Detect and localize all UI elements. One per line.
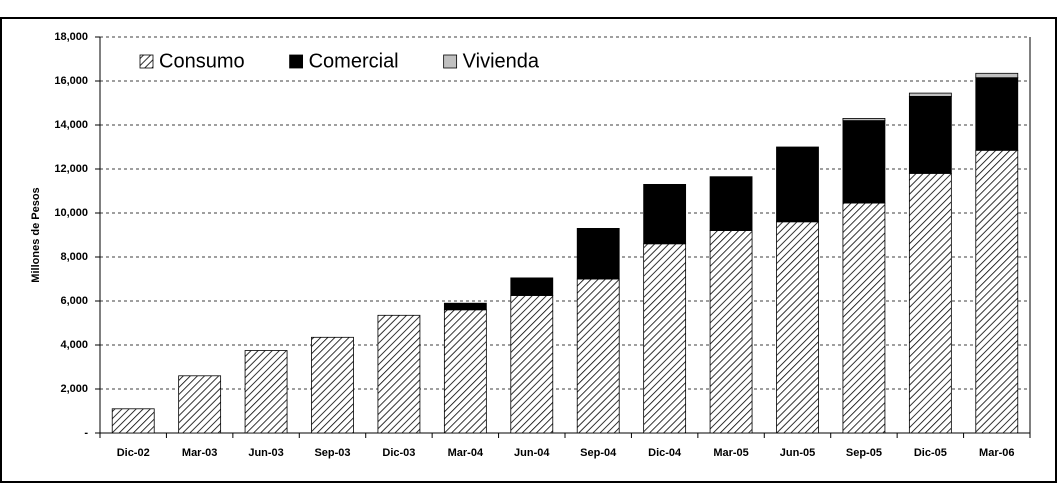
x-tick-label: Mar-06 <box>979 447 1014 459</box>
bar-segment <box>576 227 620 280</box>
x-tick-label: Sep-05 <box>846 447 882 459</box>
bar-segment <box>643 243 687 434</box>
x-tick-label: Sep-04 <box>580 447 617 459</box>
bar-segment <box>776 146 819 223</box>
x-tick-label: Dic-02 <box>117 447 150 459</box>
bar-segment <box>709 230 753 434</box>
bar-segment <box>443 309 487 434</box>
bar-segment <box>576 278 620 434</box>
bar-segment <box>908 92 952 97</box>
x-tick-label: Dic-03 <box>382 447 415 459</box>
bar-segment <box>377 314 421 434</box>
bar-segment <box>842 120 886 204</box>
y-tick-label: 8,000 <box>60 251 88 263</box>
bar-segment <box>111 408 155 434</box>
y-axis-label: Millones de Pesos <box>30 187 42 282</box>
bar-segment <box>510 277 554 296</box>
bar-segment <box>908 96 952 174</box>
legend-label: Vivienda <box>463 50 540 72</box>
x-tick-label: Dic-05 <box>914 447 947 459</box>
bar-segment <box>908 172 952 434</box>
x-tick-label: Dic-04 <box>648 447 682 459</box>
legend-label: Comercial <box>309 50 399 72</box>
x-tick-label: Jun-04 <box>514 447 550 459</box>
frame <box>0 17 1057 483</box>
bar-segment <box>443 302 487 311</box>
y-tick-label: 16,000 <box>54 75 88 87</box>
bar-segment <box>842 118 886 122</box>
x-tick-label: Mar-03 <box>182 447 217 459</box>
legend-label: Consumo <box>159 50 245 72</box>
y-tick-label: - <box>84 427 88 439</box>
y-tick-label: 12,000 <box>54 163 88 175</box>
legend-swatch <box>443 54 458 69</box>
bar-segment <box>842 202 886 434</box>
y-tick-label: 18,000 <box>54 31 88 43</box>
x-tick-label: Jun-03 <box>248 447 283 459</box>
x-tick-label: Mar-05 <box>713 447 748 459</box>
bar-segment <box>975 72 1019 79</box>
x-tick-label: Mar-04 <box>448 447 484 459</box>
bar-segment <box>643 183 687 245</box>
bar-segment <box>776 221 819 434</box>
bar-segment <box>244 350 288 434</box>
legend-swatch <box>139 54 154 69</box>
bar-segment <box>510 295 554 434</box>
y-tick-label: 2,000 <box>60 383 88 395</box>
x-tick-label: Sep-03 <box>314 447 350 459</box>
bar-segment <box>709 176 753 231</box>
y-tick-label: 4,000 <box>60 339 88 351</box>
bar-segment <box>975 77 1019 151</box>
y-tick-label: 10,000 <box>54 207 88 219</box>
y-tick-label: 6,000 <box>60 295 88 307</box>
x-tick-label: Jun-05 <box>780 447 815 459</box>
bar-segment <box>975 149 1019 434</box>
bar-segment <box>178 375 222 434</box>
y-tick-label: 14,000 <box>54 119 88 131</box>
legend-swatch <box>289 54 304 69</box>
bar-segment <box>311 336 354 434</box>
